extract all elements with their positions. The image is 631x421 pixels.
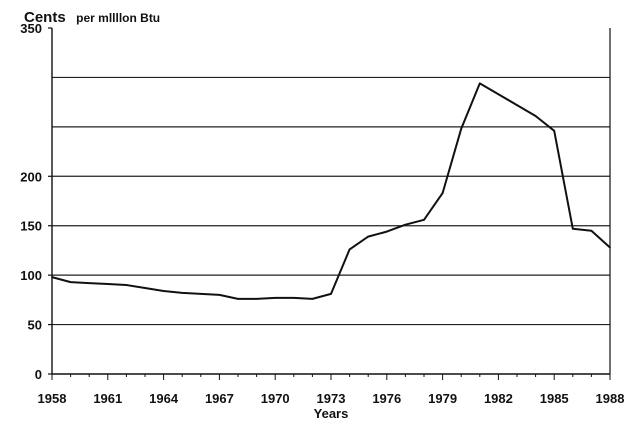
data-point-1964 (162, 290, 165, 292)
data-point-1972 (311, 298, 314, 300)
data-point-1983 (516, 104, 518, 106)
x-tick-label-1958: 1958 (38, 391, 67, 406)
y-tick-label-200: 200 (20, 169, 42, 184)
axes (48, 27, 611, 380)
data-point-1968 (237, 298, 239, 300)
data-point-1963 (144, 287, 146, 289)
x-tick-label-1988: 1988 (596, 391, 625, 406)
data-point-1981 (479, 82, 481, 85)
data-point-1965 (181, 292, 183, 294)
data-point-1982 (497, 93, 500, 96)
x-tick-label-1961: 1961 (93, 391, 122, 406)
data-point-1971 (293, 297, 295, 299)
data-point-1977 (404, 223, 407, 226)
y-tick-labels: 0 50 100 150 200 350 (20, 21, 42, 382)
series-group (51, 82, 611, 300)
data-point-1959 (69, 281, 72, 283)
data-point-1986 (572, 227, 574, 230)
data-point-1979 (441, 192, 444, 194)
x-axis-label: Years (314, 406, 349, 421)
data-point-1978 (423, 218, 425, 221)
data-point-1960 (88, 282, 90, 284)
y-tick-label-50: 50 (28, 318, 42, 333)
data-point-1974 (348, 248, 351, 251)
y-tick-label-100: 100 (20, 268, 42, 283)
x-tick-label-1964: 1964 (149, 391, 179, 406)
y-tick-label-150: 150 (20, 219, 42, 234)
x-tick-label-1976: 1976 (372, 391, 401, 406)
data-point-1988 (609, 246, 611, 249)
data-point-1970 (274, 297, 277, 299)
data-point-1967 (218, 294, 221, 296)
x-tick-labels: 1958 1961 1964 1967 1970 1973 1976 1979 1982 1985… (38, 391, 625, 406)
data-point-1987 (590, 229, 593, 232)
x-tick-label-1973: 1973 (317, 391, 346, 406)
data-point-1961 (107, 283, 109, 285)
gridlines (52, 76, 610, 326)
data-point-1962 (125, 284, 128, 286)
data-point-1976 (386, 230, 388, 233)
data-point-1980 (460, 128, 463, 130)
x-tick-label-1967: 1967 (205, 391, 234, 406)
data-point-1958 (51, 276, 53, 278)
y-tick-label-0: 0 (35, 367, 42, 382)
data-point-1969 (255, 298, 258, 300)
x-tick-label-1970: 1970 (261, 391, 290, 406)
data-point-1985 (553, 130, 555, 132)
data-point-1966 (200, 293, 202, 295)
data-point-1975 (367, 235, 370, 238)
y-tick-label-350: 350 (20, 21, 42, 36)
series-line-0 (51, 82, 611, 300)
y-unit-main: Cents (24, 9, 66, 26)
y-unit-label: Cents per mllllon Btu (24, 9, 160, 26)
data-point-1984 (534, 115, 537, 117)
y-unit-rest: per mllllon Btu (76, 11, 160, 25)
data-point-1973 (330, 293, 332, 295)
x-tick-label-1985: 1985 (540, 391, 569, 406)
x-tick-label-1982: 1982 (484, 391, 513, 406)
x-tick-label-1979: 1979 (428, 391, 457, 406)
